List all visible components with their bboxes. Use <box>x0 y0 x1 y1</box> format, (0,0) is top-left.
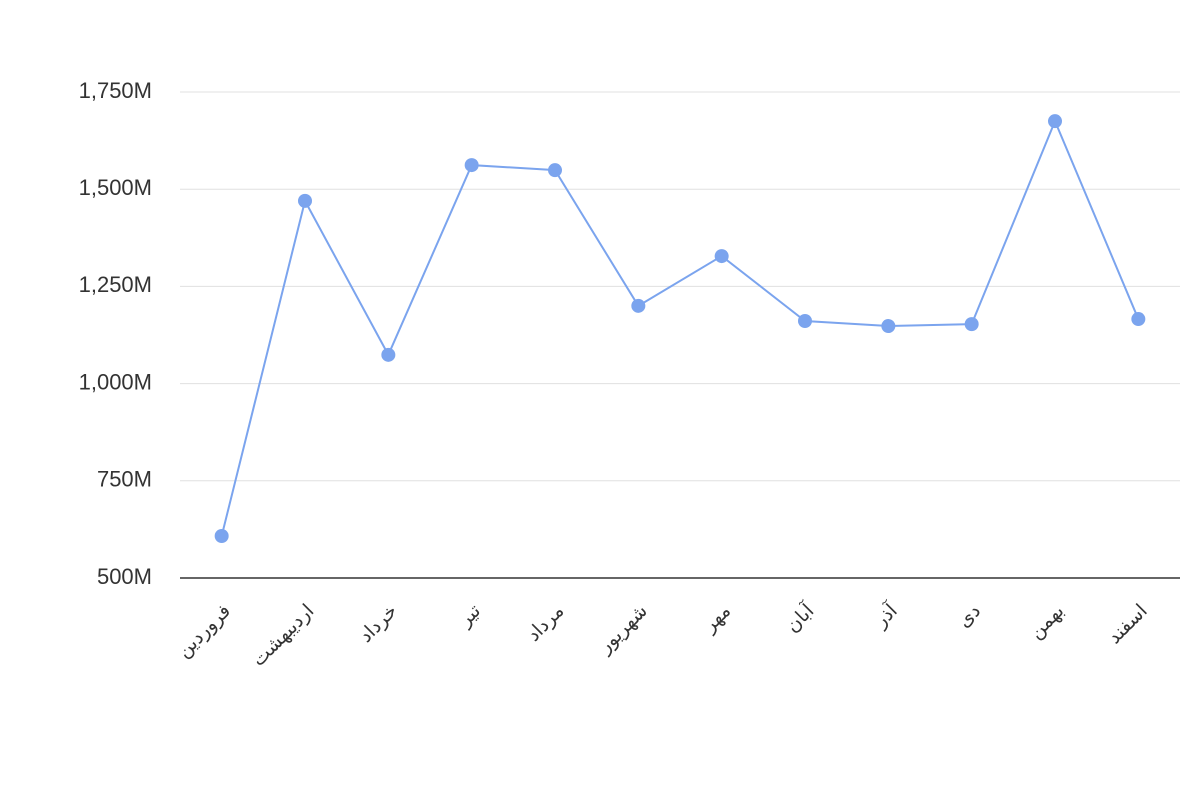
y-tick-label: 1,000M <box>79 369 152 394</box>
x-tick-label: مهر <box>698 600 735 637</box>
x-tick-label: بهمن <box>1025 600 1068 643</box>
point <box>298 193 312 208</box>
x-tick-label: شهریور <box>593 600 651 658</box>
point <box>548 163 562 178</box>
point <box>798 314 812 329</box>
point <box>381 347 396 362</box>
point <box>714 249 729 264</box>
x-tick-label: مرداد <box>523 600 569 646</box>
point <box>881 319 896 334</box>
x-tick-label: اسفند <box>1103 600 1151 648</box>
x-tick-label: فروردین <box>173 600 235 662</box>
point <box>1131 312 1146 327</box>
x-tick-label: خرداد <box>355 600 402 647</box>
y-tick-label: 1,500M <box>79 175 152 200</box>
y-tick-label: 1,750M <box>79 78 152 103</box>
point <box>464 158 479 173</box>
point <box>214 529 229 544</box>
x-tick-label: دی <box>953 600 985 632</box>
line <box>220 118 1140 537</box>
point <box>631 298 646 313</box>
y-tick-label: 1,250M <box>79 272 152 297</box>
point <box>1048 114 1062 129</box>
point <box>964 317 979 332</box>
x-tick-label: تیر <box>454 600 485 631</box>
x-tick-label: آبان <box>780 598 819 637</box>
y-tick-label: 500M <box>97 564 152 589</box>
y-tick-label: 750M <box>97 467 152 492</box>
x-tick-label: اردیبهشت <box>247 600 318 671</box>
x-tick-label: آذر <box>868 598 902 632</box>
